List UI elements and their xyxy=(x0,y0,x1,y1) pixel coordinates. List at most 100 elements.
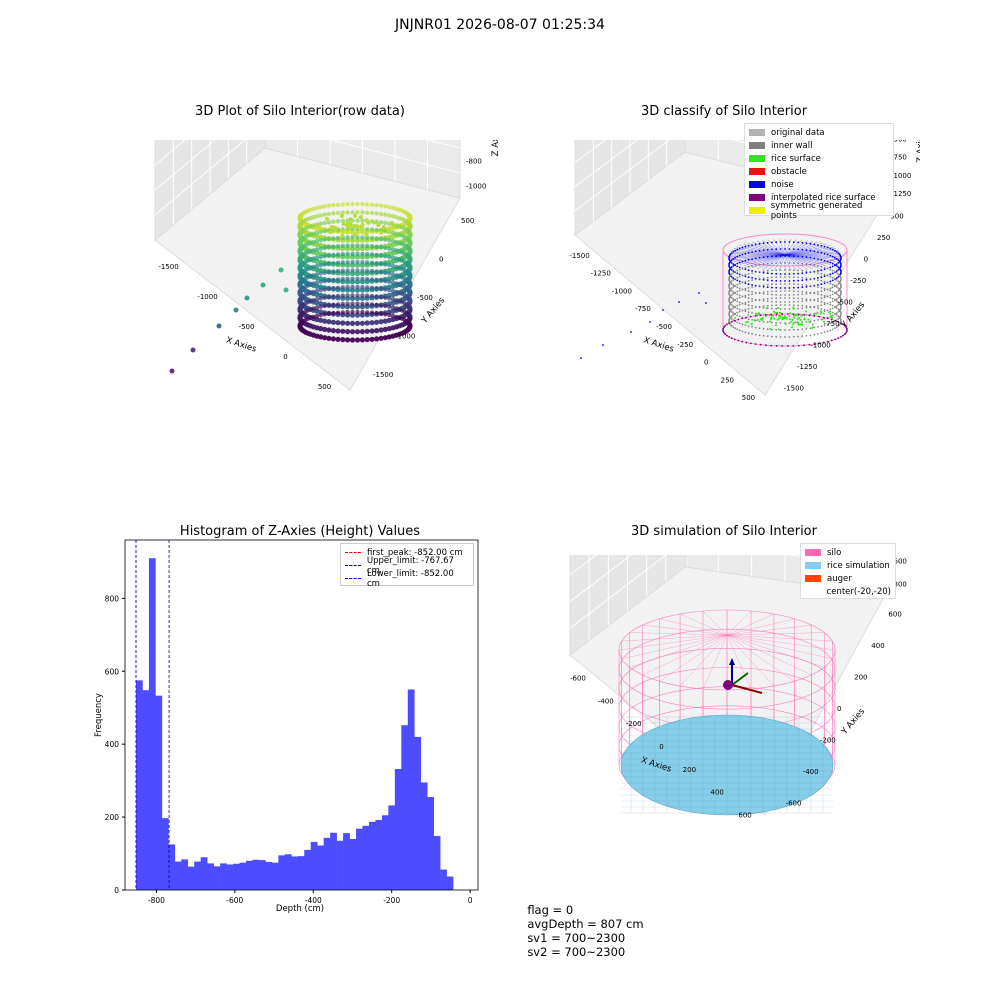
classify-wall-point xyxy=(742,331,744,333)
raw-point xyxy=(345,302,349,306)
raw-point xyxy=(341,260,345,264)
classify-wall-point xyxy=(827,289,829,291)
classify-wall-point xyxy=(759,320,761,322)
classify-wall-point xyxy=(767,272,769,274)
x-tick-label: -600 xyxy=(226,896,243,905)
interpolated-surface-point xyxy=(781,345,783,347)
raw-point xyxy=(319,263,323,267)
classify-wall-point xyxy=(780,301,782,303)
raw-point xyxy=(387,255,391,259)
raw-point xyxy=(345,260,349,264)
histogram-bar xyxy=(330,833,337,890)
classify-wall-point xyxy=(793,304,795,306)
histogram-bar xyxy=(278,855,285,890)
classify-wall-point xyxy=(742,275,744,277)
classify-wall-point xyxy=(829,276,831,278)
classify-wall-point xyxy=(789,269,791,271)
classify-wall-point xyxy=(775,322,777,324)
classify-wall-point xyxy=(817,298,819,300)
classify-wall-point xyxy=(732,305,734,307)
classify-wall-point xyxy=(832,301,834,303)
raw-point xyxy=(350,260,354,264)
classify-wall-point xyxy=(829,309,831,311)
rice-surface-point xyxy=(785,323,787,325)
classify-wall-point xyxy=(793,322,795,324)
classify-wall-point xyxy=(801,307,803,309)
classify-wall-point xyxy=(748,287,750,289)
rice-surface-point xyxy=(772,315,774,317)
classify-wall-point xyxy=(767,314,769,316)
classify-wall-point xyxy=(780,322,782,324)
classify-wall-point xyxy=(775,294,777,296)
raw-point xyxy=(350,252,354,256)
raw-point xyxy=(369,328,374,333)
y-tick-label: 0 xyxy=(439,256,443,264)
classify-wall-point xyxy=(821,325,823,327)
classify-wall-point xyxy=(739,290,741,292)
y-tick-label: -600 xyxy=(786,799,802,807)
raw-point xyxy=(360,202,364,206)
raw-point xyxy=(336,203,340,207)
classify-wall-point xyxy=(751,270,753,272)
classify-wall-point xyxy=(821,304,823,306)
histogram-bar xyxy=(304,850,311,890)
classify-wall-point xyxy=(736,322,738,324)
classify-wall-point xyxy=(732,291,734,293)
raw-point xyxy=(323,229,327,233)
classify-wall-point xyxy=(827,310,829,312)
x-tick-label: 0 xyxy=(659,743,663,751)
raw-point xyxy=(345,337,350,342)
raw-point xyxy=(372,221,376,225)
classify-wall-point xyxy=(742,282,744,284)
classify-wall-point xyxy=(732,277,734,279)
raw-point xyxy=(355,243,359,247)
histogram-bar xyxy=(181,859,188,890)
histogram-bar xyxy=(440,870,447,890)
classify-wall-point xyxy=(806,272,808,274)
raw-point xyxy=(319,288,323,292)
raw-point xyxy=(327,262,331,266)
x-tick-label: -200 xyxy=(383,896,400,905)
classify-wall-point xyxy=(780,287,782,289)
classify-wall-point xyxy=(827,268,829,270)
center-marker xyxy=(723,680,733,690)
histogram-bar xyxy=(259,860,266,890)
classify-wall-point xyxy=(840,284,842,286)
classify-wall-point xyxy=(821,283,823,285)
raw-point xyxy=(331,311,335,315)
classify-wall-point xyxy=(736,284,738,286)
raw-point xyxy=(379,212,383,216)
classify-wall-point xyxy=(755,286,757,288)
raw-point xyxy=(379,312,383,316)
classify-wall-point xyxy=(742,254,744,256)
raw-point xyxy=(350,285,354,289)
classify-wall-point xyxy=(731,280,733,282)
x-tick-label: 500 xyxy=(318,383,331,391)
raw-point xyxy=(365,260,369,264)
raw-point xyxy=(340,228,344,232)
rice-surface-point xyxy=(775,324,777,326)
classify-wall-point xyxy=(817,305,819,307)
raw-point xyxy=(383,221,387,225)
classify-wall-point xyxy=(775,287,777,289)
classify-wall-point xyxy=(784,280,786,282)
legend-item: obstacle xyxy=(749,165,889,178)
classify-wall-point xyxy=(837,262,839,264)
rice-surface-point xyxy=(758,312,760,314)
histogram-ylabel: Frequency xyxy=(94,693,104,737)
raw-point xyxy=(319,213,323,217)
raw-point xyxy=(345,268,349,272)
classify-wall-point xyxy=(789,297,791,299)
rice-surface-point xyxy=(812,324,814,326)
classify-wall-point xyxy=(821,308,823,310)
x-tick-label: -1500 xyxy=(569,252,589,260)
classify-wall-point xyxy=(784,276,786,278)
classify-wall-point xyxy=(813,334,815,336)
classify-wall-point xyxy=(739,311,741,313)
figure-title: JNJNR01 2026-08-07 01:25:34 xyxy=(0,17,1000,33)
raw-point xyxy=(341,294,345,298)
classify-wall-point xyxy=(824,331,826,333)
classify-wall-point xyxy=(780,273,782,275)
raw-point xyxy=(327,295,331,299)
raw-point xyxy=(319,230,323,234)
